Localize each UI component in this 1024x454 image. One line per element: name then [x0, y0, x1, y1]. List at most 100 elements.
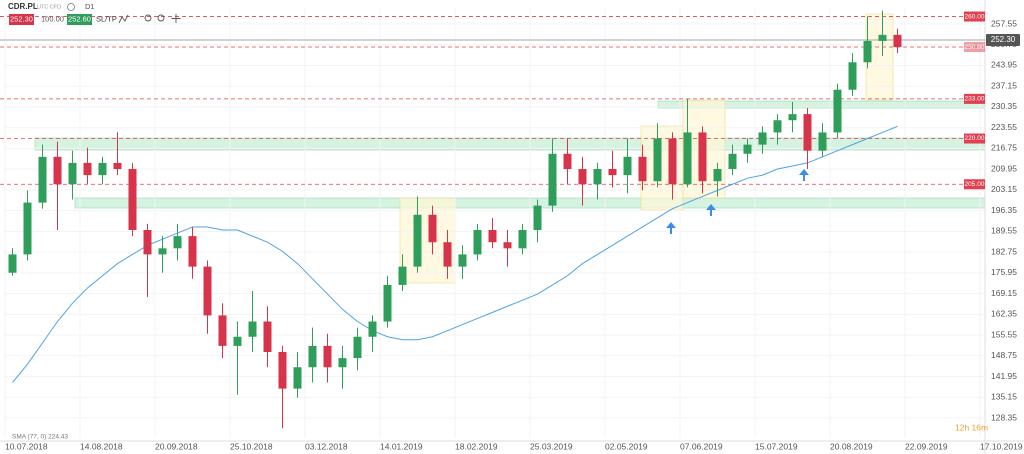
candle-body [233, 336, 242, 346]
sell-price[interactable]: 252.30 [10, 14, 33, 23]
y-tick-label: 141.95 [991, 371, 1017, 381]
candle-body [113, 162, 122, 170]
candle-body [638, 156, 647, 182]
candle-body [878, 34, 887, 41]
candle-body [773, 120, 782, 133]
candle-body [563, 153, 572, 170]
draw-icon[interactable] [118, 14, 129, 24]
candle-body [758, 132, 767, 145]
x-tick-label: 03.12.2018 [305, 441, 348, 451]
candle-body [353, 336, 362, 359]
candle-body [383, 284, 392, 322]
candle-body [698, 132, 707, 182]
candle-body [713, 169, 722, 182]
buy-button[interactable] [67, 14, 92, 25]
buy-price[interactable]: 252.60 [68, 14, 91, 23]
x-tick-label: 15.07.2019 [755, 441, 798, 451]
candle-body [458, 254, 467, 267]
candle-body [608, 169, 617, 176]
candle-body [413, 214, 422, 267]
candle-body [833, 89, 842, 133]
y-tick-label: 257.55 [991, 18, 1017, 28]
arrow-up [799, 169, 809, 181]
level-label-bg [964, 42, 985, 53]
last-price-label: 252.30 [991, 35, 1016, 44]
candle-body [143, 230, 152, 255]
candle-body [203, 266, 212, 316]
y-tick-label: 189.55 [991, 226, 1017, 236]
candle-body [728, 153, 737, 170]
candle-body [53, 156, 62, 185]
candle-body [323, 345, 332, 368]
last-price-label-bg [986, 34, 1020, 47]
x-tick-label: 25.03.2019 [530, 441, 573, 451]
x-tick-label: 22.09.2019 [905, 441, 948, 451]
volume[interactable]: 100.00 [41, 14, 64, 23]
candle-body [818, 132, 827, 151]
candle-body [188, 236, 197, 267]
y-tick-label: 203.15 [991, 184, 1017, 194]
candle-body [743, 144, 752, 154]
candle-body [848, 62, 857, 90]
x-tick-label: 14.01.2019 [380, 441, 423, 451]
x-tick-label: 17.10.2019 [980, 441, 1023, 451]
level-label: 205.00 [965, 181, 985, 188]
candle-body [788, 114, 797, 121]
x-tick-label: 14.08.2018 [80, 441, 123, 451]
level-label-bg [964, 11, 985, 22]
candle-body [263, 321, 272, 352]
timeframe[interactable]: D1 [85, 2, 95, 11]
candle-body [23, 202, 32, 255]
crosshair-icon[interactable] [171, 14, 181, 23]
indicator-label: SMA (77, 0) 224.43 [12, 434, 68, 441]
arrows [666, 169, 809, 234]
candle-body [473, 230, 482, 255]
candle-body [893, 34, 902, 48]
candle-body [593, 169, 602, 185]
level-label: 260.00 [965, 13, 985, 20]
x-tick-label: 07.06.2019 [680, 441, 723, 451]
toolbar: CDR.PL UTC CFD D1 252.30 100.00 252.60 S… [8, 2, 181, 25]
candle-body [428, 214, 437, 243]
market: UTC CFD [37, 4, 61, 10]
zoom-out-icon[interactable] [157, 14, 165, 22]
y-tick-label: 148.75 [991, 350, 1017, 360]
candle-body [338, 358, 347, 368]
candle-body [443, 242, 452, 267]
level-label: 233.00 [965, 96, 985, 103]
candle-body [488, 230, 497, 243]
candle-body [158, 248, 167, 255]
arrow-up [666, 222, 676, 234]
sltp[interactable]: SL/TP [96, 14, 117, 23]
symbol: CDR.PL [8, 2, 38, 11]
info-icon[interactable] [67, 3, 75, 11]
y-tick-label: 230.35 [991, 101, 1017, 111]
zoom-in-icon[interactable] [144, 14, 152, 22]
arrow-up [706, 204, 716, 216]
level-label-bg [964, 179, 985, 190]
sell-button[interactable] [9, 14, 34, 25]
y-tick-label: 237.15 [991, 80, 1017, 90]
x-tick-label: 02.05.2019 [605, 441, 648, 451]
level-label: 220.00 [965, 135, 985, 142]
y-tick-label: 175.95 [991, 267, 1017, 277]
x-tick-label: 20.09.2018 [155, 441, 198, 451]
candle-body [368, 321, 377, 337]
candle-body [398, 266, 407, 285]
x-tick-label: 18.02.2019 [455, 441, 498, 451]
sma-line [12, 125, 898, 383]
highlight-box [399, 197, 456, 284]
y-tick-label: 169.15 [991, 288, 1017, 298]
candle-body [293, 367, 302, 389]
level-label-bg [964, 93, 985, 104]
candle-body [173, 236, 182, 249]
y-tick-label: 196.35 [991, 205, 1017, 215]
candle-body [548, 153, 557, 206]
candle-body [578, 169, 587, 185]
candle-body [248, 321, 257, 337]
candle-body [668, 138, 677, 185]
candle-body [503, 242, 512, 249]
